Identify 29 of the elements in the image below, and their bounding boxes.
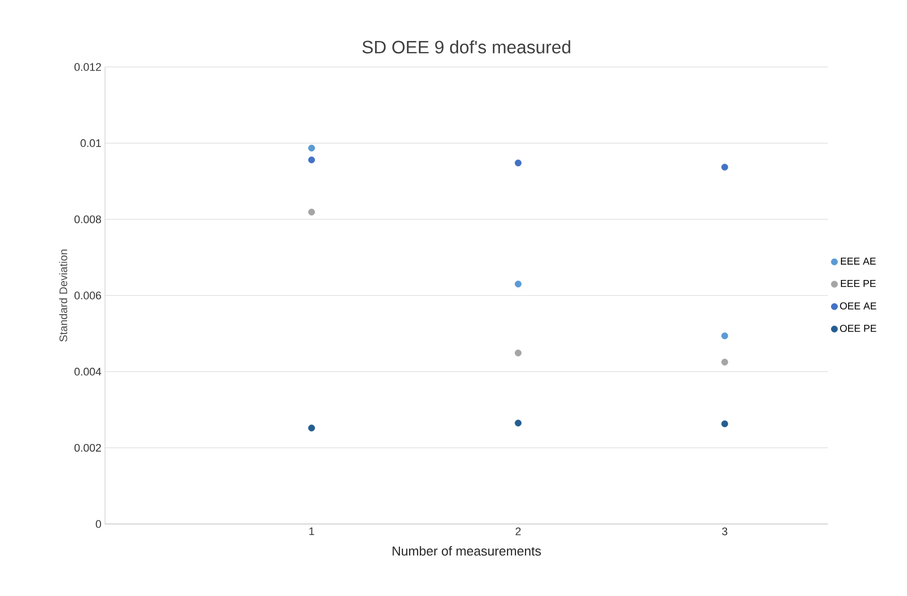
x-tick-label: 2 [516,528,521,536]
legend-label: OEE PE [840,324,876,332]
x-tick-label: 1 [309,528,314,536]
y-tick-label: 0 [96,520,102,528]
x-tick-label: 3 [722,528,728,536]
y-tick-label: 0.006 [74,292,101,300]
point [721,164,728,171]
y-tick-label: 0.008 [74,215,101,224]
y-tick-label: 0.004 [74,368,102,376]
y-tick-label: 0.01 [80,139,101,148]
point [514,280,522,288]
point [514,420,522,426]
x-axis-title: Number of measurements [392,546,541,556]
point [514,160,522,166]
y-tick-label: 0.002 [74,444,101,452]
point [308,424,315,432]
point [721,420,728,428]
point [721,358,728,366]
chart-title: SD OEE 9 dof's measured [362,40,570,54]
point [514,350,522,356]
legend-label: EEE AE [840,258,876,265]
y-axis-title: Standard Deviation [59,250,68,342]
point [308,156,315,164]
legend-label: OEE AE [840,302,876,310]
legend-label: EEE PE [840,280,876,287]
point [308,208,315,216]
y-tick-label: 0.012 [74,63,101,71]
point [308,144,315,152]
point [721,332,728,340]
